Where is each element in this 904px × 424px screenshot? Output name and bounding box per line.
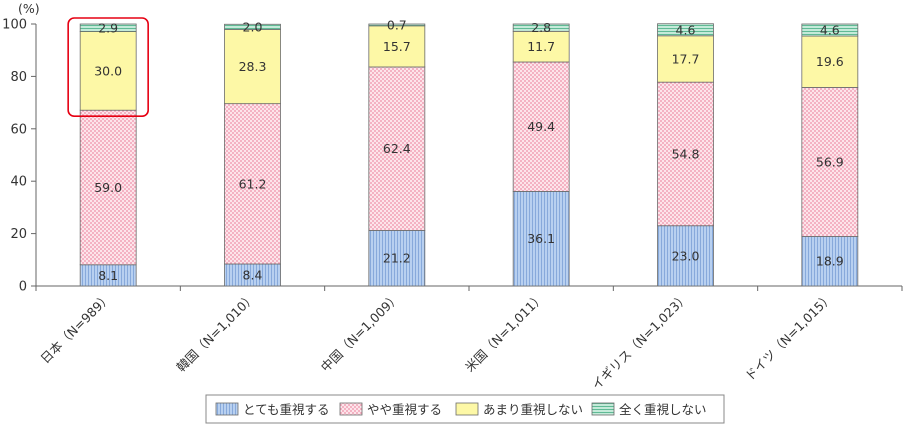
data-label: 56.9 — [816, 154, 844, 169]
data-label: 19.6 — [816, 54, 844, 69]
legend-label: とても重視する — [243, 402, 330, 417]
data-label: 59.0 — [94, 180, 122, 195]
legend-swatch — [455, 402, 479, 416]
legend-swatch — [591, 402, 615, 416]
labels-layer: 8.1 59.0 30.0 2.9 8.4 61.2 28.3 2.0 21.2 62.4 15.7… — [67, 17, 844, 283]
highlight-box — [67, 17, 149, 117]
legend: とても重視する やや重視する あまり重視しない 全く重視しない — [205, 394, 725, 424]
legend-swatch — [215, 402, 239, 416]
data-label: 15.7 — [383, 39, 411, 54]
y-tick-label: 100 — [2, 18, 27, 33]
bar-segment — [512, 23, 570, 32]
data-label: 2.0 — [243, 19, 263, 34]
x-category-label: 中国（N=1,009） — [318, 290, 403, 375]
data-label: 23.0 — [672, 248, 700, 263]
axis-layer: (%) 0 20 40 60 80 100 日本（N=989） 韓国（N=1,010） 中国（N=… — [2, 1, 903, 393]
data-label: 49.4 — [527, 119, 555, 134]
data-label: 4.6 — [820, 23, 840, 38]
bar-segment — [657, 81, 714, 227]
bar-segment — [801, 23, 859, 37]
data-label: 0.7 — [387, 17, 407, 32]
data-label: 36.1 — [527, 231, 555, 246]
legend-label: やや重視する — [367, 402, 442, 417]
y-tick-label: 80 — [10, 70, 27, 85]
data-label: 4.6 — [676, 22, 696, 37]
bar-segment — [224, 23, 281, 30]
bar-segment — [801, 236, 859, 287]
x-category-label: 日本（N=989） — [37, 290, 114, 367]
data-label: 11.7 — [527, 39, 555, 54]
data-label: 2.9 — [98, 20, 118, 35]
bar-segment — [657, 23, 714, 37]
x-category-label: 韓国（N=1,010） — [173, 290, 258, 375]
x-category-label: 米国（N=1,011） — [462, 290, 547, 375]
bar-segment — [79, 23, 137, 32]
x-category-label: イギリス（N=1,023） — [589, 290, 692, 393]
y-tick-label: 20 — [10, 227, 27, 242]
bars-layer — [79, 23, 859, 287]
bar-segment — [657, 225, 714, 287]
bar-segment — [512, 30, 570, 63]
bar-segment — [224, 103, 281, 265]
legend-label: 全く重視しない — [619, 402, 707, 417]
data-label: 54.8 — [672, 146, 700, 161]
y-unit-label: (%) — [18, 1, 40, 16]
bar-segment — [801, 35, 859, 88]
bar-segment — [801, 87, 859, 237]
legend-swatch — [339, 402, 363, 416]
data-label: 18.9 — [816, 254, 844, 269]
bar-segment — [368, 25, 426, 68]
data-label: 8.4 — [243, 267, 263, 282]
bar-segment — [512, 61, 570, 192]
x-category-label: ドイツ（N=1,015） — [742, 290, 836, 384]
data-label: 61.2 — [239, 176, 267, 191]
data-label: 62.4 — [383, 141, 411, 156]
bar-segment — [368, 23, 426, 27]
y-tick-label: 0 — [19, 280, 27, 295]
data-label: 28.3 — [239, 59, 267, 74]
y-tick-label: 40 — [10, 175, 27, 190]
y-tick-label: 60 — [10, 122, 27, 137]
bar-segment — [224, 29, 281, 105]
data-label: 21.2 — [383, 251, 411, 266]
data-label: 2.8 — [531, 20, 551, 35]
legend-label: あまり重視しない — [483, 402, 583, 417]
bar-segment — [368, 230, 426, 287]
bar-segment — [368, 66, 426, 231]
data-label: 8.1 — [98, 268, 118, 283]
data-label: 30.0 — [94, 63, 122, 78]
data-label: 17.7 — [672, 51, 700, 66]
